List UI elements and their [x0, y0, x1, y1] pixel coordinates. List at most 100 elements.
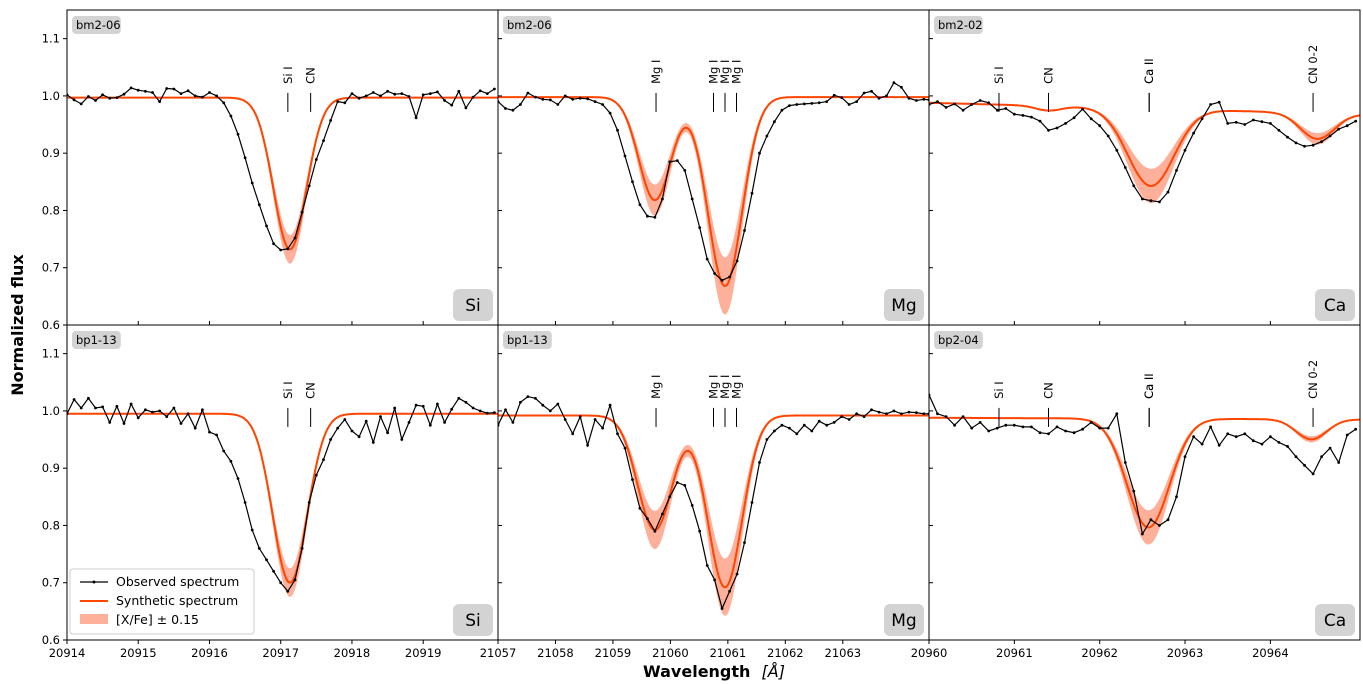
- observed-point: [179, 422, 183, 425]
- observed-point: [144, 89, 147, 93]
- observed-point: [944, 415, 948, 418]
- observed-point: [1251, 439, 1255, 443]
- observed-point: [485, 92, 489, 95]
- y-tick-label: 0.9: [42, 461, 60, 475]
- observed-point: [961, 415, 965, 418]
- observed-point: [548, 409, 552, 413]
- observed-point: [87, 396, 90, 400]
- observed-point: [393, 92, 397, 96]
- observed-point: [1260, 442, 1264, 446]
- x-tick-label: 21061: [710, 646, 747, 660]
- observed-point: [526, 395, 530, 398]
- observed-point: [322, 458, 325, 461]
- observed-point: [222, 449, 226, 453]
- observed-point: [608, 403, 612, 407]
- observed-point: [1132, 184, 1136, 188]
- observed-point: [371, 91, 375, 94]
- observed-point: [578, 415, 582, 418]
- observed-point: [286, 589, 290, 593]
- observed-point: [172, 406, 176, 410]
- observed-point: [1328, 134, 1332, 138]
- observed-point: [1064, 429, 1067, 433]
- line-id-label: CN: [1041, 382, 1055, 399]
- observed-point: [1251, 118, 1255, 122]
- observed-point: [229, 459, 233, 463]
- observed-point: [286, 247, 290, 251]
- panel-plot-area: Mg I Mg IMg IMg I: [498, 60, 929, 315]
- observed-point: [279, 581, 283, 585]
- y-tick-label: 0.8: [42, 203, 60, 217]
- element-label: Ca: [1324, 296, 1346, 316]
- legend-band-swatch: [80, 614, 108, 624]
- x-tick-label: 20919: [405, 646, 442, 660]
- observed-point: [1012, 112, 1016, 116]
- observed-point: [892, 409, 896, 413]
- line-id-label: Si I: [281, 381, 295, 399]
- observed-point: [556, 402, 560, 406]
- observed-point: [750, 501, 754, 504]
- observed-point: [407, 421, 411, 424]
- line-id-label: CN 0-2: [1306, 45, 1320, 84]
- observed-point: [855, 412, 858, 416]
- observed-point: [493, 87, 496, 91]
- observed-point: [563, 418, 567, 421]
- line-id-label: Mg I: [707, 60, 721, 84]
- observed-point: [350, 429, 354, 433]
- observed-point: [556, 103, 560, 106]
- observed-point: [1311, 472, 1315, 476]
- observed-point: [534, 95, 537, 99]
- observed-point: [208, 91, 211, 94]
- y-axis-label: Normalized flux: [8, 254, 27, 396]
- observed-point: [250, 528, 254, 532]
- observed-point: [720, 607, 724, 610]
- observed-point: [526, 91, 530, 95]
- observed-point: [961, 108, 965, 112]
- observed-point: [1337, 461, 1341, 464]
- x-tick-label: 20964: [1252, 646, 1289, 660]
- observed-point: [907, 96, 911, 100]
- observed-point: [300, 210, 304, 214]
- observed-point: [1269, 122, 1272, 125]
- observed-point: [810, 102, 814, 105]
- observed-point: [922, 412, 926, 416]
- observed-point: [915, 411, 918, 414]
- x-tick-label: 20960: [911, 646, 948, 660]
- observed-point: [885, 412, 888, 416]
- observed-point: [229, 114, 233, 118]
- panel-frame: [66, 9, 499, 326]
- observed-point: [646, 214, 649, 218]
- observed-point: [307, 184, 311, 188]
- legend-frame: [69, 568, 255, 635]
- observed-point: [720, 278, 724, 282]
- observed-point: [661, 512, 664, 516]
- observed-point: [907, 410, 911, 414]
- observed-point: [421, 93, 425, 97]
- line-id-label: CN 0-2: [1306, 360, 1320, 399]
- observed-point: [243, 501, 247, 504]
- observed-point: [428, 92, 432, 95]
- y-tick-label: 0.7: [42, 576, 60, 590]
- observed-point: [601, 426, 604, 430]
- observed-point: [743, 229, 746, 232]
- panel-plot-area: Si I CN: [67, 381, 498, 597]
- observed-point: [705, 257, 709, 261]
- observed-point: [519, 103, 522, 106]
- observed-point: [122, 92, 126, 96]
- observed-point: [136, 416, 140, 420]
- observed-point: [571, 432, 575, 436]
- observed-point: [1047, 128, 1050, 132]
- abundance-band: [67, 413, 498, 597]
- line-id-label: Mg I: [649, 60, 663, 84]
- observed-point: [511, 108, 515, 112]
- observed-point: [79, 406, 83, 410]
- observed-point: [293, 236, 297, 240]
- observed-point: [675, 481, 679, 484]
- panel-frame: [497, 324, 930, 641]
- observed-point: [987, 101, 991, 105]
- star-label: bp2-04: [938, 333, 979, 347]
- observed-point: [336, 100, 340, 103]
- observed-point: [193, 426, 197, 430]
- observed-point: [329, 438, 332, 441]
- observed-point: [1337, 127, 1341, 131]
